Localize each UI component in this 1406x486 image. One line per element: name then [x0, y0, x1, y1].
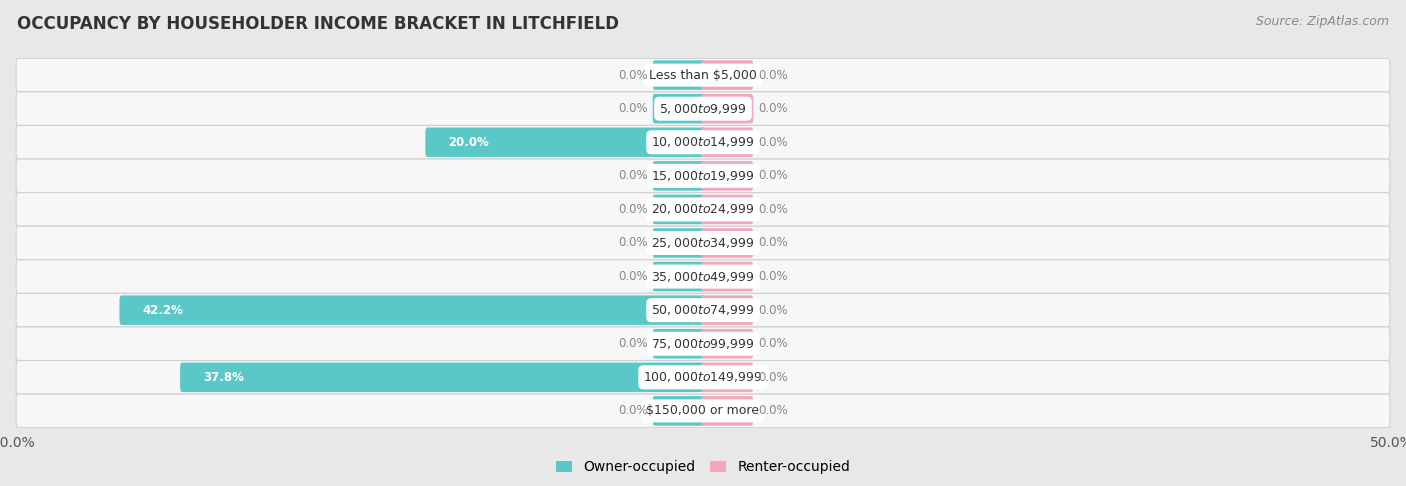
Text: $50,000 to $74,999: $50,000 to $74,999 — [651, 303, 755, 317]
FancyBboxPatch shape — [15, 125, 1391, 159]
FancyBboxPatch shape — [702, 363, 754, 392]
Text: 0.0%: 0.0% — [758, 136, 787, 149]
FancyBboxPatch shape — [702, 396, 754, 426]
Text: 20.0%: 20.0% — [449, 136, 489, 149]
FancyBboxPatch shape — [702, 60, 754, 90]
FancyBboxPatch shape — [702, 195, 754, 224]
Text: $150,000 or more: $150,000 or more — [647, 404, 759, 417]
Text: $100,000 to $149,999: $100,000 to $149,999 — [644, 370, 762, 384]
Text: OCCUPANCY BY HOUSEHOLDER INCOME BRACKET IN LITCHFIELD: OCCUPANCY BY HOUSEHOLDER INCOME BRACKET … — [17, 15, 619, 33]
Text: 0.0%: 0.0% — [758, 371, 787, 384]
Text: 37.8%: 37.8% — [202, 371, 243, 384]
FancyBboxPatch shape — [652, 60, 704, 90]
FancyBboxPatch shape — [15, 294, 1391, 327]
Text: 0.0%: 0.0% — [758, 404, 787, 417]
FancyBboxPatch shape — [702, 329, 754, 359]
Text: 0.0%: 0.0% — [619, 69, 648, 82]
FancyBboxPatch shape — [652, 228, 704, 258]
Text: 0.0%: 0.0% — [619, 337, 648, 350]
Text: 0.0%: 0.0% — [758, 169, 787, 182]
Text: 0.0%: 0.0% — [758, 102, 787, 115]
FancyBboxPatch shape — [652, 161, 704, 191]
FancyBboxPatch shape — [702, 161, 754, 191]
Text: $25,000 to $34,999: $25,000 to $34,999 — [651, 236, 755, 250]
FancyBboxPatch shape — [15, 260, 1391, 294]
FancyBboxPatch shape — [15, 361, 1391, 394]
Text: 0.0%: 0.0% — [758, 237, 787, 249]
Text: 0.0%: 0.0% — [619, 404, 648, 417]
Text: 0.0%: 0.0% — [758, 203, 787, 216]
Text: 0.0%: 0.0% — [619, 237, 648, 249]
FancyBboxPatch shape — [652, 262, 704, 291]
Text: 0.0%: 0.0% — [758, 69, 787, 82]
Text: $75,000 to $99,999: $75,000 to $99,999 — [651, 337, 755, 351]
Text: 0.0%: 0.0% — [758, 337, 787, 350]
FancyBboxPatch shape — [15, 226, 1391, 260]
Legend: Owner-occupied, Renter-occupied: Owner-occupied, Renter-occupied — [550, 455, 856, 480]
FancyBboxPatch shape — [702, 228, 754, 258]
FancyBboxPatch shape — [15, 394, 1391, 428]
Text: $35,000 to $49,999: $35,000 to $49,999 — [651, 270, 755, 283]
FancyBboxPatch shape — [702, 262, 754, 291]
Text: $20,000 to $24,999: $20,000 to $24,999 — [651, 203, 755, 216]
FancyBboxPatch shape — [120, 295, 704, 325]
FancyBboxPatch shape — [180, 363, 704, 392]
FancyBboxPatch shape — [15, 327, 1391, 361]
Text: 0.0%: 0.0% — [619, 169, 648, 182]
FancyBboxPatch shape — [15, 58, 1391, 92]
Text: $5,000 to $9,999: $5,000 to $9,999 — [659, 102, 747, 116]
Text: 0.0%: 0.0% — [619, 270, 648, 283]
Text: 0.0%: 0.0% — [619, 102, 648, 115]
Text: $10,000 to $14,999: $10,000 to $14,999 — [651, 135, 755, 149]
FancyBboxPatch shape — [702, 94, 754, 123]
FancyBboxPatch shape — [652, 94, 704, 123]
FancyBboxPatch shape — [652, 195, 704, 224]
Text: 0.0%: 0.0% — [619, 203, 648, 216]
FancyBboxPatch shape — [702, 127, 754, 157]
FancyBboxPatch shape — [15, 92, 1391, 125]
FancyBboxPatch shape — [15, 192, 1391, 226]
FancyBboxPatch shape — [702, 295, 754, 325]
Text: Source: ZipAtlas.com: Source: ZipAtlas.com — [1256, 15, 1389, 28]
Text: $15,000 to $19,999: $15,000 to $19,999 — [651, 169, 755, 183]
FancyBboxPatch shape — [652, 396, 704, 426]
Text: 42.2%: 42.2% — [142, 304, 183, 317]
Text: 0.0%: 0.0% — [758, 270, 787, 283]
FancyBboxPatch shape — [426, 127, 704, 157]
Text: Less than $5,000: Less than $5,000 — [650, 69, 756, 82]
Text: 0.0%: 0.0% — [758, 304, 787, 317]
FancyBboxPatch shape — [652, 329, 704, 359]
FancyBboxPatch shape — [15, 159, 1391, 192]
